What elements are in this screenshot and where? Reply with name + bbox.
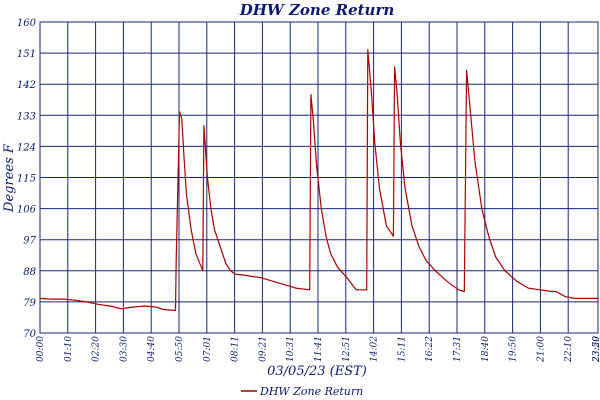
x-tick-label: 18:40 bbox=[481, 336, 491, 362]
y-tick-label: 124 bbox=[17, 142, 36, 153]
x-tick-label: 23:59 bbox=[592, 336, 600, 363]
x-tick-label: 01:10 bbox=[64, 336, 74, 362]
x-axis-label: 03/05/23 (EST) bbox=[267, 364, 367, 379]
x-tick-label: 07:01 bbox=[203, 336, 213, 362]
x-tick-label: 12:51 bbox=[342, 336, 352, 362]
x-tick-label: 03:30 bbox=[119, 336, 129, 362]
x-tick-label: 08:11 bbox=[231, 336, 241, 362]
y-tick-label: 142 bbox=[17, 80, 36, 91]
y-tick-label: 70 bbox=[23, 329, 36, 340]
x-tick-label: 11:41 bbox=[314, 336, 324, 362]
y-tick-label: 133 bbox=[17, 111, 36, 122]
legend: DHW Zone Return bbox=[241, 385, 363, 398]
y-tick-label: 88 bbox=[23, 267, 36, 278]
x-tick-label: 10:31 bbox=[286, 336, 296, 362]
x-tick-label: 15:11 bbox=[397, 336, 407, 362]
y-tick-label: 160 bbox=[17, 18, 37, 29]
y-tick-label: 151 bbox=[17, 49, 36, 60]
x-tick-label: 05:50 bbox=[175, 336, 185, 362]
x-tick-labels: 00:00 01:10 02:20 03:30 04:40 05:50 07:01 08:11… bbox=[36, 336, 600, 363]
plot-border bbox=[39, 21, 599, 334]
y-axis-label: Degrees F bbox=[2, 143, 17, 213]
y-tick-label: 106 bbox=[17, 205, 37, 216]
grid bbox=[40, 22, 598, 333]
series-group bbox=[39, 49, 598, 312]
legend-label: DHW Zone Return bbox=[259, 385, 363, 398]
y-tick-label: 115 bbox=[17, 174, 36, 185]
x-tick-label: 22:10 bbox=[564, 336, 574, 363]
x-tick-label: 21:00 bbox=[536, 336, 546, 363]
x-tick-label: 09:21 bbox=[258, 336, 268, 362]
y-tick-label: 79 bbox=[23, 298, 36, 309]
x-tick-label: 04:40 bbox=[147, 336, 157, 362]
x-tick-label: 16:22 bbox=[425, 336, 435, 362]
x-tick-label: 00:00 bbox=[36, 336, 46, 362]
x-tick-label: 23:20 bbox=[592, 336, 600, 363]
y-tick-label: 97 bbox=[23, 236, 36, 247]
chart-title: DHW Zone Return bbox=[239, 1, 395, 19]
x-tick-label: 19:50 bbox=[509, 336, 519, 362]
x-tick-label: 17:31 bbox=[453, 336, 463, 362]
series-line bbox=[39, 49, 598, 312]
x-tick-label: 02:20 bbox=[92, 336, 102, 362]
x-tick-label: 14:02 bbox=[370, 336, 380, 362]
y-tick-labels: 70 79 88 97 106 115 124 133 142 151 160 bbox=[17, 18, 37, 340]
